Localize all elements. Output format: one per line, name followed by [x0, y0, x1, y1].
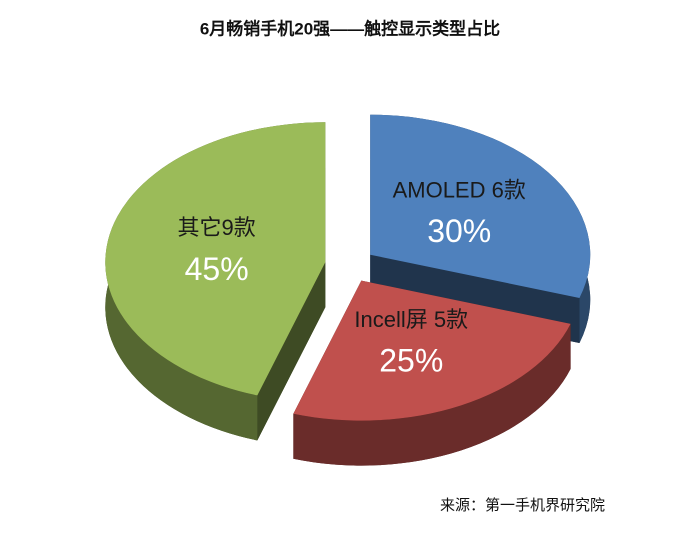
slice-value-label: 45% — [185, 251, 249, 287]
slice-category-label: 其它9款 — [178, 215, 256, 240]
slice-side — [293, 323, 571, 466]
slice-category-label: AMOLED 6款 — [393, 177, 526, 202]
slice-wall — [257, 262, 326, 441]
slice-value-label: 25% — [379, 342, 443, 378]
source-note: 来源：第一手机界研究院 — [440, 496, 605, 514]
slice — [293, 280, 571, 421]
slice — [105, 122, 326, 396]
slice — [370, 114, 591, 298]
slice-value-label: 30% — [427, 213, 491, 249]
slice-category-label: Incell屏 5款 — [354, 307, 468, 332]
chart-title: 6月畅销手机20强——触控显示类型占比 — [200, 18, 500, 38]
